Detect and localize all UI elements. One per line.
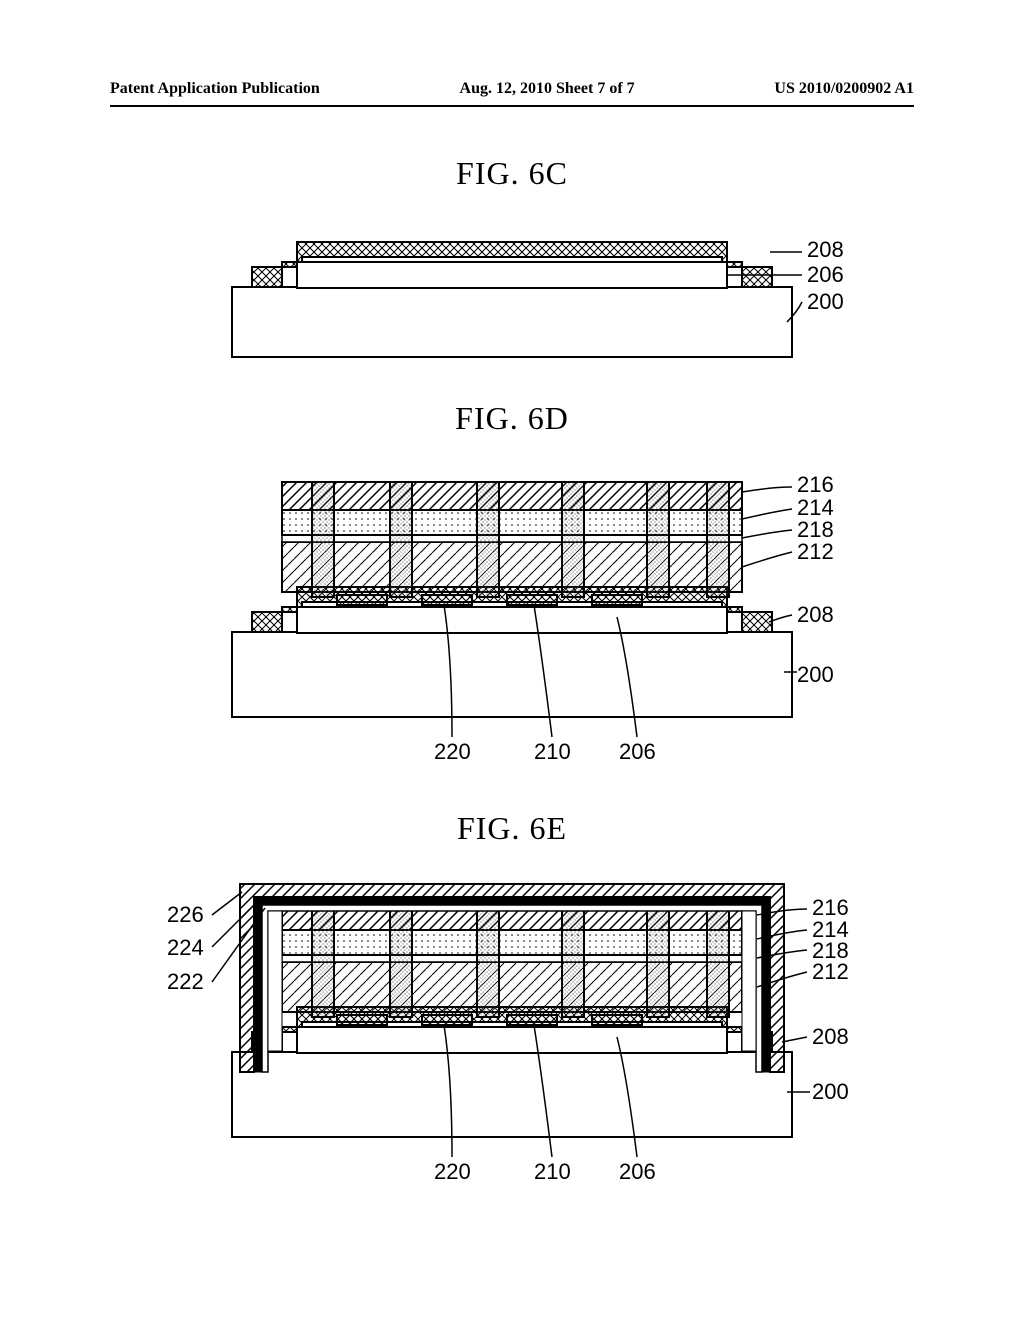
svg-text:210: 210: [534, 739, 571, 764]
figure-6c-diagram: 208 206 200: [0, 212, 1024, 372]
header-right: US 2010/0200902 A1: [774, 80, 914, 98]
svg-text:200: 200: [797, 662, 834, 687]
header-center: Aug. 12, 2010 Sheet 7 of 7: [460, 80, 635, 98]
svg-text:206: 206: [619, 739, 656, 764]
figure-6d-title: FIG. 6D: [0, 400, 1024, 437]
svg-text:220: 220: [434, 739, 471, 764]
svg-text:224: 224: [167, 935, 204, 960]
figure-6e-diagram: 216 214 218 212 208 200 226 224 222 220 …: [0, 867, 1024, 1197]
svg-text:210: 210: [534, 1159, 571, 1184]
svg-text:206: 206: [619, 1159, 656, 1184]
svg-text:212: 212: [812, 959, 849, 984]
header-left: Patent Application Publication: [110, 80, 320, 98]
svg-text:226: 226: [167, 902, 204, 927]
svg-text:222: 222: [167, 969, 204, 994]
page-header: Patent Application Publication Aug. 12, …: [110, 80, 914, 98]
figure-6c-title: FIG. 6C: [0, 155, 1024, 192]
label-206: 206: [807, 262, 844, 287]
svg-text:220: 220: [434, 1159, 471, 1184]
svg-text:216: 216: [797, 472, 834, 497]
svg-text:208: 208: [797, 602, 834, 627]
label-200: 200: [807, 289, 844, 314]
svg-text:208: 208: [812, 1024, 849, 1049]
header-divider: [110, 105, 914, 107]
figure-6e-container: FIG. 6E: [0, 810, 1024, 1197]
figure-6c-container: FIG. 6C 208 206 200: [0, 155, 1024, 372]
figure-6e-title: FIG. 6E: [0, 810, 1024, 847]
figure-6d-container: FIG. 6D: [0, 400, 1024, 777]
svg-text:212: 212: [797, 539, 834, 564]
svg-text:200: 200: [812, 1079, 849, 1104]
figure-6d-diagram: 216 214 218 212 208 200 220 210 206: [0, 457, 1024, 777]
label-208: 208: [807, 237, 844, 262]
